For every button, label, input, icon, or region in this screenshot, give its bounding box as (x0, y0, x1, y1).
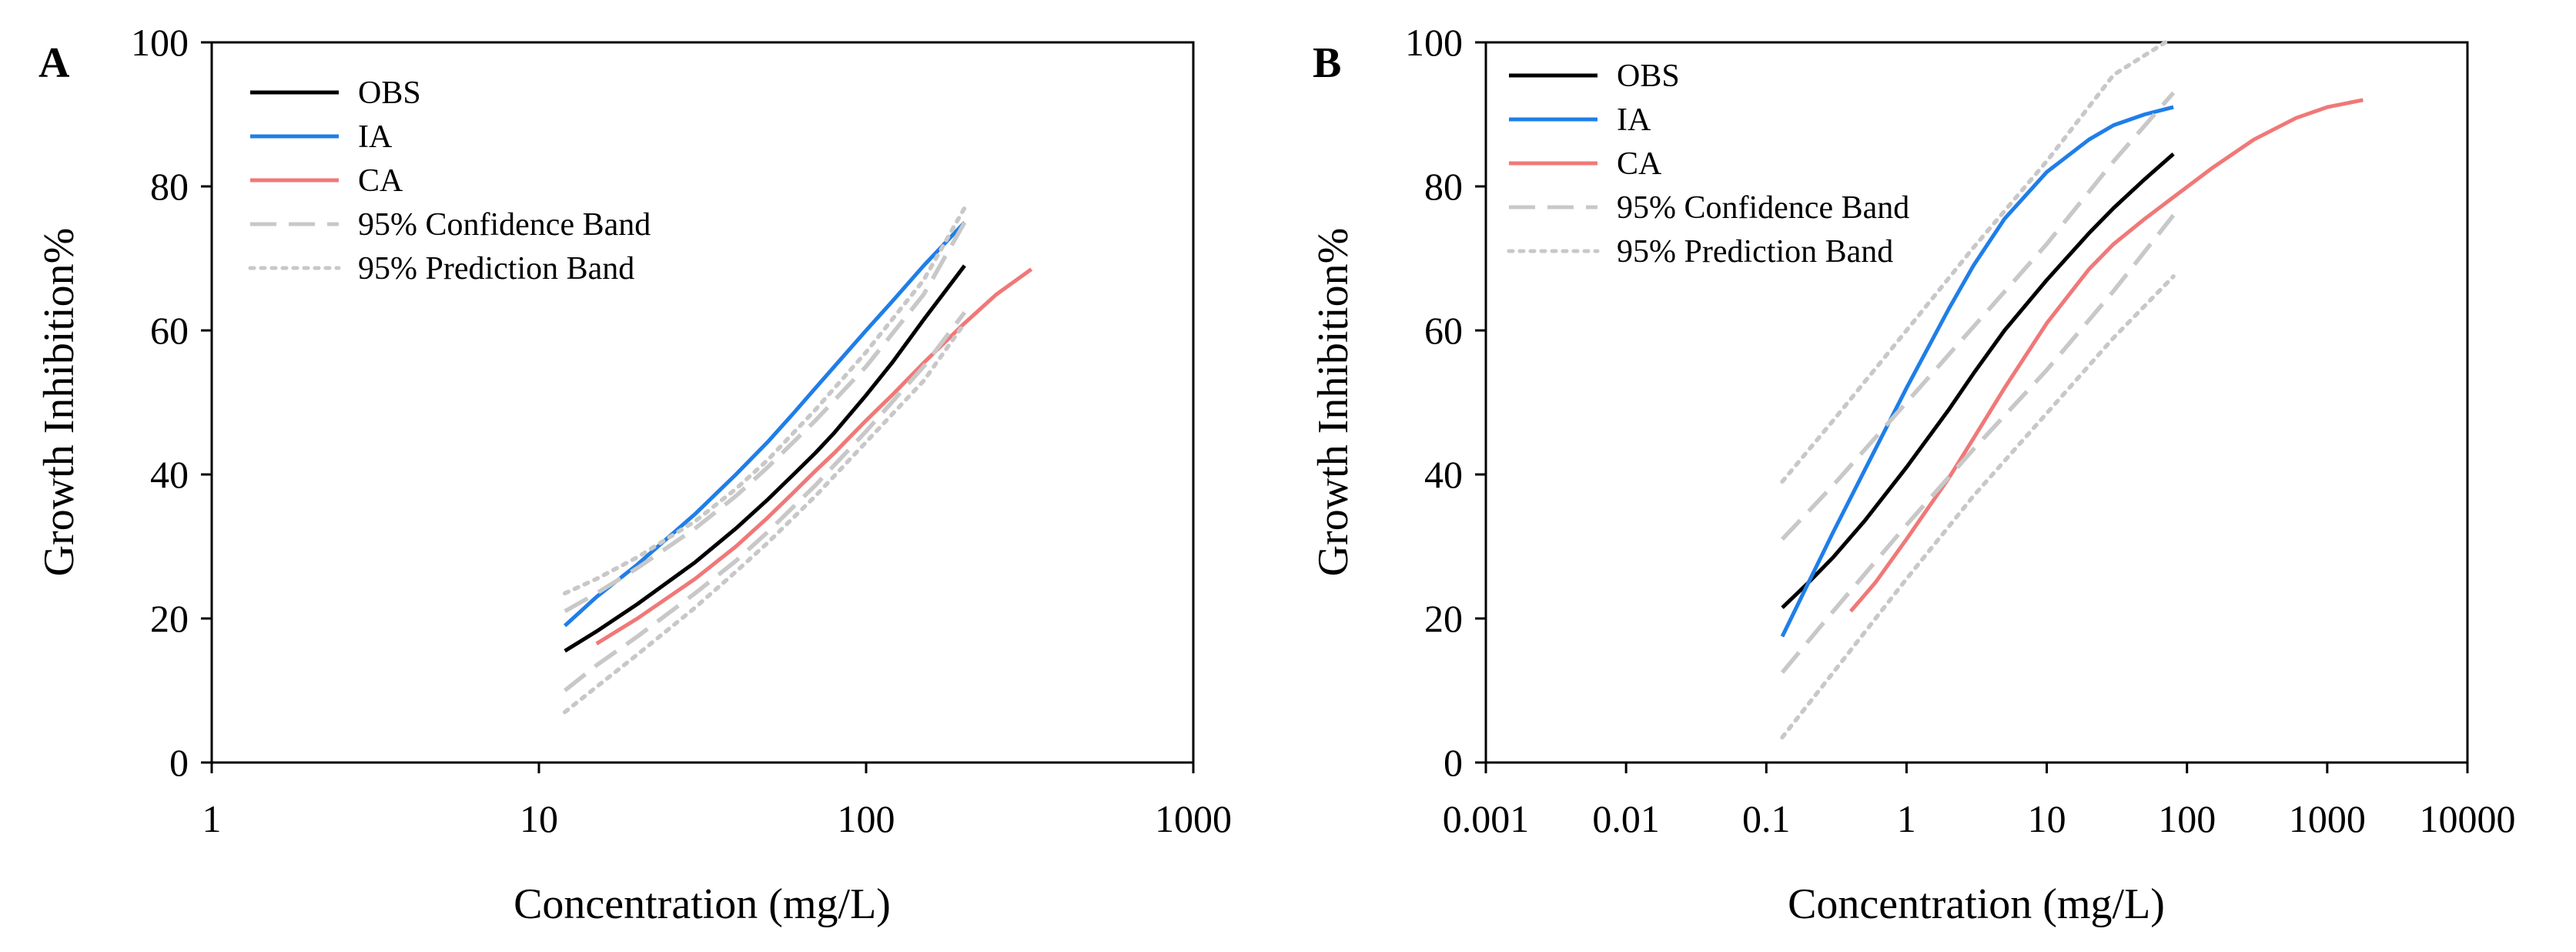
panel-b-x-tick-label: 0.01 (1592, 797, 1660, 840)
panel-b-x-tick-label: 10000 (2420, 797, 2516, 840)
panel-a-y-tick-label: 100 (131, 21, 189, 64)
panel-a-legend-label: CA (358, 163, 403, 199)
panel-a-series-obs (564, 264, 966, 653)
panel-b-y-tick-label: 0 (1444, 741, 1463, 784)
panel-b-legend-label: IA (1617, 102, 1651, 138)
panel-a-x-tick-label: 100 (838, 797, 895, 840)
panel-b-series (1780, 40, 2364, 740)
panel-a-y-tick-label: 0 (169, 741, 189, 784)
panel-b-letter: B (1313, 39, 1341, 87)
panel-b-series-95-confidence-band-upper (1781, 91, 2176, 541)
panel-b-x-tick-label: 1 (1897, 797, 1916, 840)
panel-b-x-tick-label: 10 (2028, 797, 2066, 840)
panel-b-x-tick-label: 100 (2158, 797, 2216, 840)
panel-a-x-tick-label: 1 (202, 797, 222, 840)
panel-b-y-axis-title: Growth Inhibition% (1310, 228, 1357, 577)
panel-b-y-tick-label: 40 (1424, 453, 1463, 496)
panel-a-y-tick-label: 20 (150, 597, 189, 640)
panel-b-y-tick-label: 20 (1424, 597, 1463, 640)
panel-a-y-tick-label: 80 (150, 165, 189, 208)
panel-a-ticks: 1 10 100 1000 0 20 40 60 80 100 (131, 21, 1232, 840)
panel-b-series-ia (1780, 105, 2174, 638)
panel-b: B 0.001 0.01 0.1 1 10 100 1000 10000 0 20 40 60 80 10… (1310, 21, 2516, 928)
panel-b-x-tick-label: 1000 (2289, 797, 2366, 840)
panel-b-y-tick-label: 100 (1405, 21, 1463, 64)
panel-b-ticks: 0.001 0.01 0.1 1 10 100 1000 10000 0 20 40 60 80 100 (1405, 21, 2516, 840)
panel-a-x-tick-label: 10 (520, 797, 558, 840)
panel-b-legend-label: OBS (1617, 59, 1680, 94)
panel-a-y-tick-label: 40 (150, 453, 189, 496)
panel-b-x-tick-label: 0.001 (1443, 797, 1530, 840)
panel-a-series-95-confidence-band-lower (563, 310, 967, 692)
panel-b-legend-label: CA (1617, 146, 1662, 182)
panel-a-series-ia (564, 221, 966, 628)
panel-b-legend: OBS IA CA 95% Confidence Band 95% Prediction… (1507, 59, 1909, 270)
panel-a-letter: A (38, 39, 70, 87)
panel-a-y-axis-title: Growth Inhibition% (35, 228, 83, 577)
panel-a-legend-label: 95% Prediction Band (358, 251, 634, 287)
panel-a-series-95-prediction-band-upper (562, 206, 967, 596)
panel-a-legend-label: OBS (358, 75, 421, 111)
panel-b-plot-frame (1484, 41, 2469, 764)
panel-b-y-tick-label: 60 (1424, 309, 1463, 352)
panel-a-plot-frame (210, 41, 1195, 764)
panel-b-legend-label: 95% Confidence Band (1617, 190, 1909, 226)
panel-b-x-tick-label: 0.1 (1742, 797, 1791, 840)
panel-b-legend-label: 95% Prediction Band (1617, 234, 1893, 270)
panel-a-legend-label: 95% Confidence Band (358, 207, 651, 243)
panel-b-series-obs (1781, 153, 2175, 609)
panel-b-series-ca (1849, 98, 2364, 613)
panel-a: A 1 10 100 1000 0 20 40 60 80 100 OBS IA CA 95% Conf… (35, 21, 1232, 928)
panel-a-x-tick-label: 1000 (1155, 797, 1232, 840)
panel-a-series (562, 206, 1033, 715)
panel-b-series-95-prediction-band-upper (1780, 40, 2168, 484)
panel-b-series-95-prediction-band-lower (1780, 274, 2176, 740)
panel-a-x-axis-title: Concentration (mg/L) (514, 880, 891, 928)
panel-b-series-95-confidence-band-lower (1780, 213, 2176, 674)
panel-b-x-axis-title: Concentration (mg/L) (1788, 880, 2165, 928)
panel-a-series-95-prediction-band-lower (562, 320, 967, 715)
panel-a-y-tick-label: 60 (150, 309, 189, 352)
panel-b-y-tick-label: 80 (1424, 165, 1463, 208)
panel-a-legend: OBS IA CA 95% Confidence Band 95% Prediction… (248, 75, 651, 287)
panel-a-series-95-confidence-band-upper (564, 221, 967, 613)
panel-a-legend-label: IA (358, 119, 393, 155)
